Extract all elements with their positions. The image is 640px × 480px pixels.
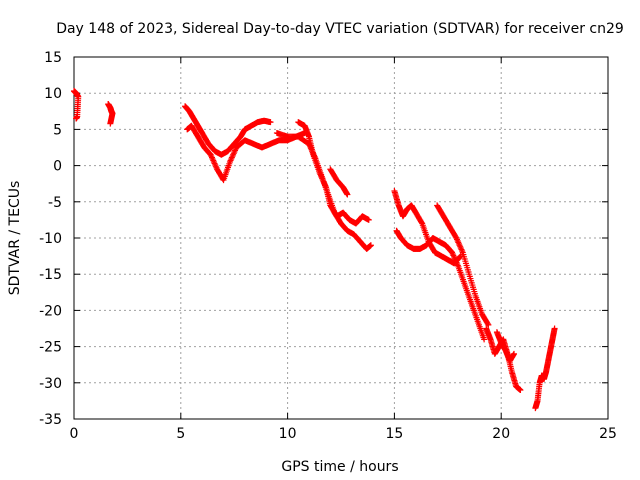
x-tick-label: 0 [70, 426, 79, 442]
x-tick-label: 10 [279, 426, 297, 442]
data-point [107, 120, 114, 127]
series-track-i [393, 227, 488, 343]
chart-title: Day 148 of 2023, Sidereal Day-to-day VTE… [56, 21, 624, 37]
data-point [267, 119, 274, 126]
data-point [365, 216, 372, 223]
grid-lines [74, 57, 608, 419]
y-tick-label: -15 [39, 267, 62, 283]
y-tick-label: -20 [39, 303, 62, 319]
x-tick-label: 5 [176, 426, 185, 442]
data-point [418, 219, 425, 226]
series-track-m [532, 325, 558, 412]
series-track-a [71, 88, 82, 122]
series-track-l [493, 329, 518, 365]
series-track-j [434, 202, 492, 328]
series-track-c [182, 103, 274, 158]
data-points [71, 88, 558, 412]
series-track-g [327, 166, 351, 198]
data-point [511, 350, 518, 357]
x-axis-label: GPS time / hours [281, 459, 398, 475]
data-point [551, 325, 558, 332]
x-tick-label: 15 [385, 426, 403, 442]
data-point [485, 321, 492, 328]
x-tick-label: 20 [492, 426, 510, 442]
y-tick-label: 5 [53, 122, 62, 138]
y-tick-label: -5 [48, 195, 62, 211]
data-point [73, 115, 80, 122]
data-point [344, 191, 351, 198]
data-point [367, 242, 374, 249]
series-track-b [105, 101, 116, 127]
y-tick-label: -10 [39, 231, 62, 247]
axis-ticks: 0 5 10 15 20 25 15 10 5 0 -5 -10 -15 -20 -25 -30 -35 [39, 50, 617, 442]
data-point [484, 320, 491, 327]
data-point [481, 336, 488, 343]
y-tick-label: 15 [44, 50, 62, 66]
series-track-d [184, 122, 308, 184]
y-tick-label: 0 [53, 159, 62, 175]
data-point [517, 387, 524, 394]
series-track-f [295, 119, 372, 227]
y-axis-label: SDTVAR / TECUs [7, 181, 23, 296]
y-tick-label: -30 [39, 376, 62, 392]
y-tick-label: -35 [39, 412, 62, 428]
x-tick-label: 25 [599, 426, 617, 442]
y-tick-label: 10 [44, 86, 62, 102]
y-tick-label: -25 [39, 340, 62, 356]
